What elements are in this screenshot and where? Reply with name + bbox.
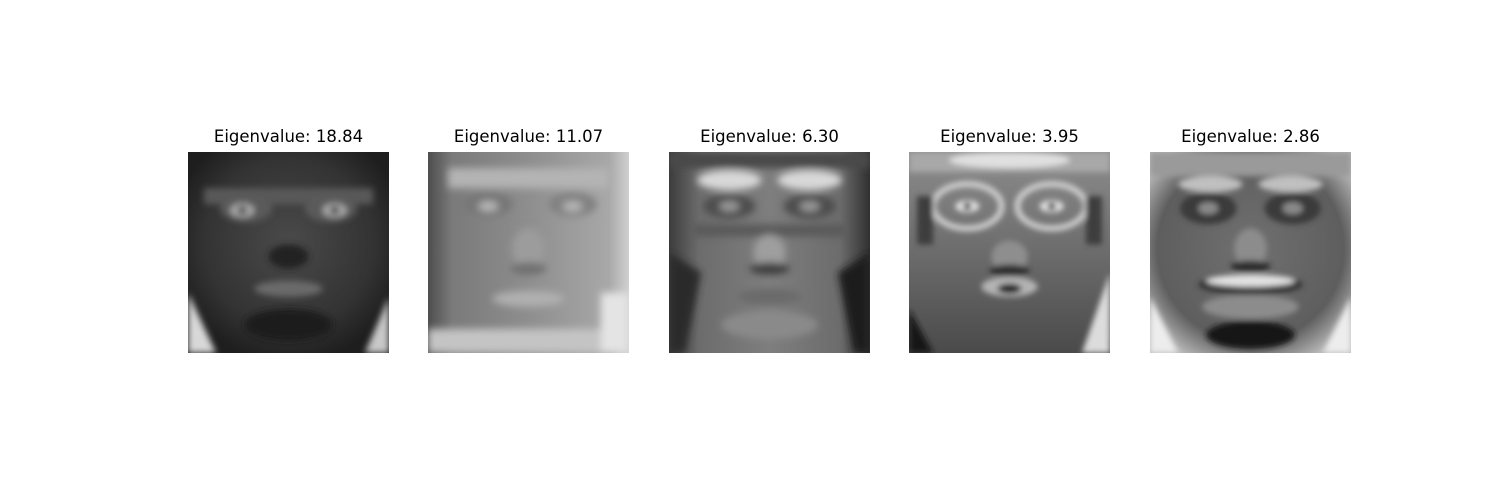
eigenface-image-2 <box>428 152 629 353</box>
eigenface-image-4 <box>909 152 1110 353</box>
eigenvalue-title: Eigenvalue: 18.84 <box>213 127 364 146</box>
eigenface-panel-2: Eigenvalue: 11.07 <box>428 126 629 353</box>
eigenface-panel-1: Eigenvalue: 18.84 <box>188 126 389 353</box>
eigenface-image-5 <box>1150 152 1351 353</box>
eigenvalue-title: Eigenvalue: 2.86 <box>1181 127 1320 146</box>
eigenvalue-title: Eigenvalue: 6.30 <box>700 127 839 146</box>
eigenvalue-title: Eigenvalue: 11.07 <box>453 127 604 146</box>
eigenface-image-1 <box>188 152 389 353</box>
eigenvalue-title: Eigenvalue: 3.95 <box>940 127 1079 146</box>
eigenface-image-3 <box>669 152 870 353</box>
eigenface-panel-3: Eigenvalue: 6.30 <box>669 126 870 353</box>
eigenface-panel-4: Eigenvalue: 3.95 <box>909 126 1110 353</box>
eigenface-panel-5: Eigenvalue: 2.86 <box>1150 126 1351 353</box>
